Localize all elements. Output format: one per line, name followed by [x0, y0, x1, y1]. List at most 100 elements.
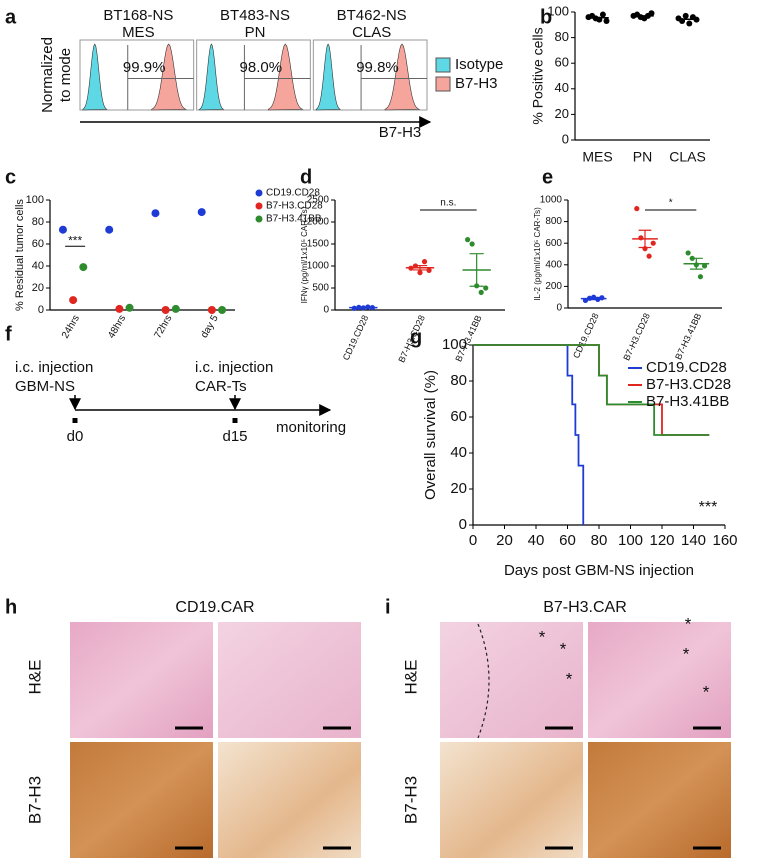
- y-tick-label: 1000: [307, 261, 330, 272]
- data-point: [421, 259, 428, 265]
- row-label: H&E: [25, 660, 44, 695]
- data-point: [207, 306, 216, 314]
- histology-image: [218, 622, 361, 738]
- y-tick-label: 2500: [307, 195, 330, 206]
- event-tick: [72, 418, 78, 423]
- y-tick-label: 80: [555, 29, 569, 44]
- subtype: MES: [122, 24, 155, 41]
- event-label: i.c. injection: [15, 359, 93, 376]
- y-axis-label: % Residual tumor cells: [14, 199, 26, 311]
- y-tick-label: 60: [32, 238, 44, 250]
- event-label: GBM-NS: [15, 378, 75, 395]
- x-tick-label: 0: [469, 532, 477, 549]
- event-day: d0: [67, 428, 84, 445]
- x-tick-label: 40: [528, 532, 545, 549]
- data-point: [650, 240, 656, 246]
- x-tick-label: 20: [496, 532, 513, 549]
- data-point: [483, 285, 489, 291]
- y-tick-label: 80: [450, 372, 467, 389]
- error-bar: [587, 296, 601, 301]
- panel-label: f: [5, 323, 12, 345]
- histogram-peak: [267, 43, 304, 111]
- x-tick-label: B7-H3.41BB: [673, 312, 703, 362]
- x-tick-label: CD19.CD28: [571, 312, 601, 360]
- data-point: [417, 270, 423, 276]
- x-tick-label: B7-H3.CD28: [621, 312, 652, 362]
- survival-curve: [473, 344, 585, 525]
- error-bar: [638, 229, 652, 249]
- x-tick-label: 140: [681, 532, 706, 549]
- data-point: [125, 303, 134, 312]
- histology-image: [588, 622, 731, 738]
- data-point: [218, 306, 227, 314]
- error-bar: [356, 306, 371, 309]
- histology-image: [70, 742, 213, 858]
- x-tick-label: 100: [618, 532, 643, 549]
- histology-image: [440, 622, 583, 738]
- tumor-border: [477, 623, 490, 739]
- y-tick-label: 200: [545, 281, 562, 292]
- histology-title: CD19.CAR: [175, 599, 254, 616]
- data-point: [646, 253, 652, 259]
- histogram-peak: [82, 43, 108, 111]
- data-point: [58, 225, 67, 234]
- legend-swatch: [435, 76, 451, 92]
- y-tick-label: 1000: [540, 195, 563, 206]
- data-point: [697, 274, 704, 280]
- legend-label: Isotype: [455, 56, 503, 73]
- y-tick-label: 40: [450, 444, 467, 461]
- x-tick-label: day 5: [199, 313, 221, 340]
- data-point: [469, 241, 475, 247]
- y-tick-label: 100: [547, 3, 569, 18]
- y-axis-label: IFNγ (pg/ml/1x10⁵ CAR-Ts): [300, 206, 309, 303]
- x-tick-label: 80: [591, 532, 608, 549]
- histology-image: [440, 742, 583, 858]
- row-label: H&E: [401, 660, 420, 695]
- legend-label: CD19.CD28: [266, 188, 320, 199]
- panel-label: i: [385, 596, 391, 618]
- y-axis-label: % Positive cells: [530, 27, 546, 124]
- x-axis-label: Days post GBM-NS injection: [504, 562, 694, 579]
- error-bar: [469, 253, 484, 287]
- subtype: PN: [245, 24, 266, 41]
- data-point: [701, 263, 708, 269]
- necrosis-mark: *: [566, 669, 573, 688]
- y-tick-label: 40: [32, 260, 44, 272]
- y-tick-label: 40: [555, 80, 569, 95]
- necrosis-mark: *: [685, 614, 692, 633]
- legend-label: B7-H3.CD28: [266, 201, 323, 212]
- panel-label: a: [5, 6, 17, 28]
- percent-label: 99.9%: [123, 59, 166, 76]
- x-tick-label: 48hrs: [106, 313, 128, 340]
- legend-marker: [255, 189, 263, 197]
- x-tick-label: 24hrs: [60, 313, 82, 340]
- data-point: [151, 209, 160, 218]
- x-tick-label: 160: [712, 532, 737, 549]
- x-tick-label: MES: [582, 149, 612, 165]
- histogram-peak: [315, 43, 341, 111]
- data-point: [599, 11, 606, 18]
- subtype: CLAS: [352, 24, 391, 41]
- y-tick-label: 20: [450, 480, 467, 497]
- survival-curve: [473, 344, 710, 436]
- y-axis-label: to mode: [57, 48, 74, 102]
- y-axis-label: IL-2 (pg/ml/1x10⁵ CAR-Ts): [533, 207, 542, 301]
- error-bar: [689, 257, 703, 270]
- x-tick-label: PN: [633, 149, 652, 165]
- panel-label: c: [5, 166, 16, 188]
- x-tick-label: CD19.CD28: [341, 314, 371, 362]
- y-tick-label: 500: [312, 283, 329, 294]
- data-point: [478, 289, 484, 295]
- y-tick-label: 0: [562, 131, 569, 146]
- data-point: [171, 304, 180, 313]
- necrosis-mark: *: [560, 639, 567, 658]
- panel-label: b: [540, 6, 552, 28]
- necrosis-mark: *: [683, 644, 690, 663]
- event-label: i.c. injection: [195, 359, 273, 376]
- histology-image: [70, 622, 213, 738]
- x-axis-label: B7-H3: [379, 124, 422, 141]
- y-tick-label: 2000: [307, 217, 330, 228]
- histogram-peak: [151, 43, 187, 111]
- data-point: [115, 304, 124, 313]
